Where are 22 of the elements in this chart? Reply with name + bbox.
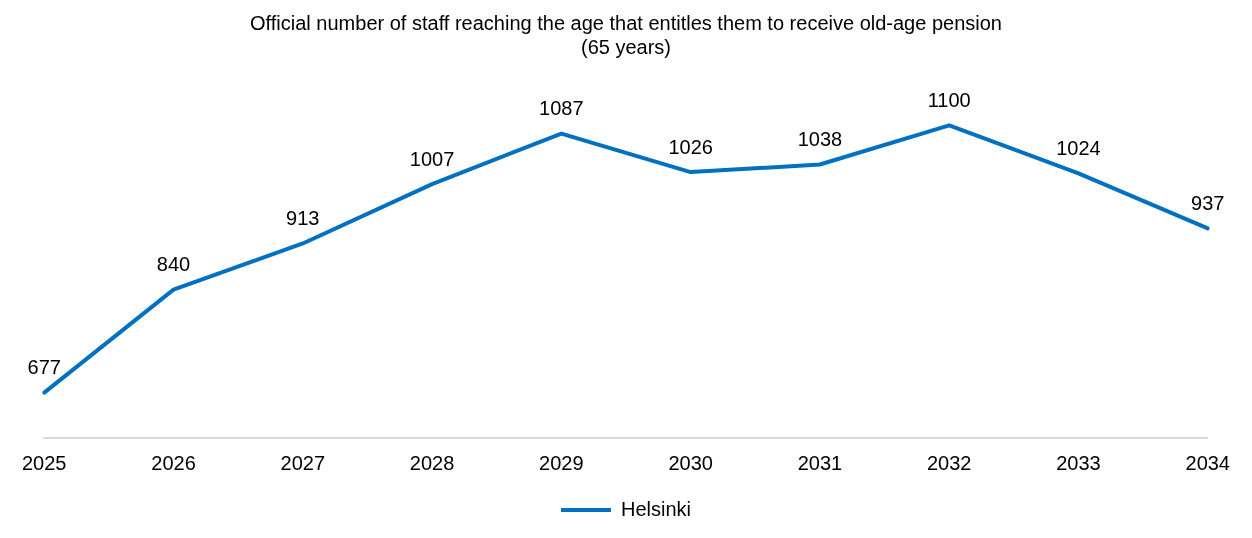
chart-title: Official number of staff reaching the age that entitles them to receive old-age pension (65 years) bbox=[250, 11, 1002, 58]
data-label: 1007 bbox=[409, 147, 455, 170]
data-label: 1038 bbox=[797, 128, 843, 151]
x-tick-label: 2029 bbox=[539, 451, 584, 474]
x-tick-label: 2031 bbox=[797, 451, 843, 474]
data-label: 1026 bbox=[668, 135, 713, 158]
x-tick-label: 2025 bbox=[22, 451, 67, 474]
x-tick-label: 2028 bbox=[409, 451, 455, 474]
legend-label: Helsinki bbox=[620, 497, 692, 520]
data-label: 1087 bbox=[539, 97, 584, 120]
x-tick-label: 2030 bbox=[668, 451, 713, 474]
x-tick-label: 2033 bbox=[1056, 451, 1101, 474]
data-label: 1024 bbox=[1056, 136, 1101, 159]
x-tick-label: 2032 bbox=[926, 451, 972, 474]
x-tick-label: 2027 bbox=[280, 451, 326, 474]
data-label: 1100 bbox=[927, 88, 971, 111]
data-label: 913 bbox=[286, 207, 320, 229]
x-tick-label: 2026 bbox=[151, 451, 196, 474]
x-tick-label: 2034 bbox=[1185, 451, 1230, 474]
data-label: 937 bbox=[1191, 191, 1225, 214]
data-label: 840 bbox=[156, 253, 191, 276]
data-label: 677 bbox=[27, 356, 61, 379]
